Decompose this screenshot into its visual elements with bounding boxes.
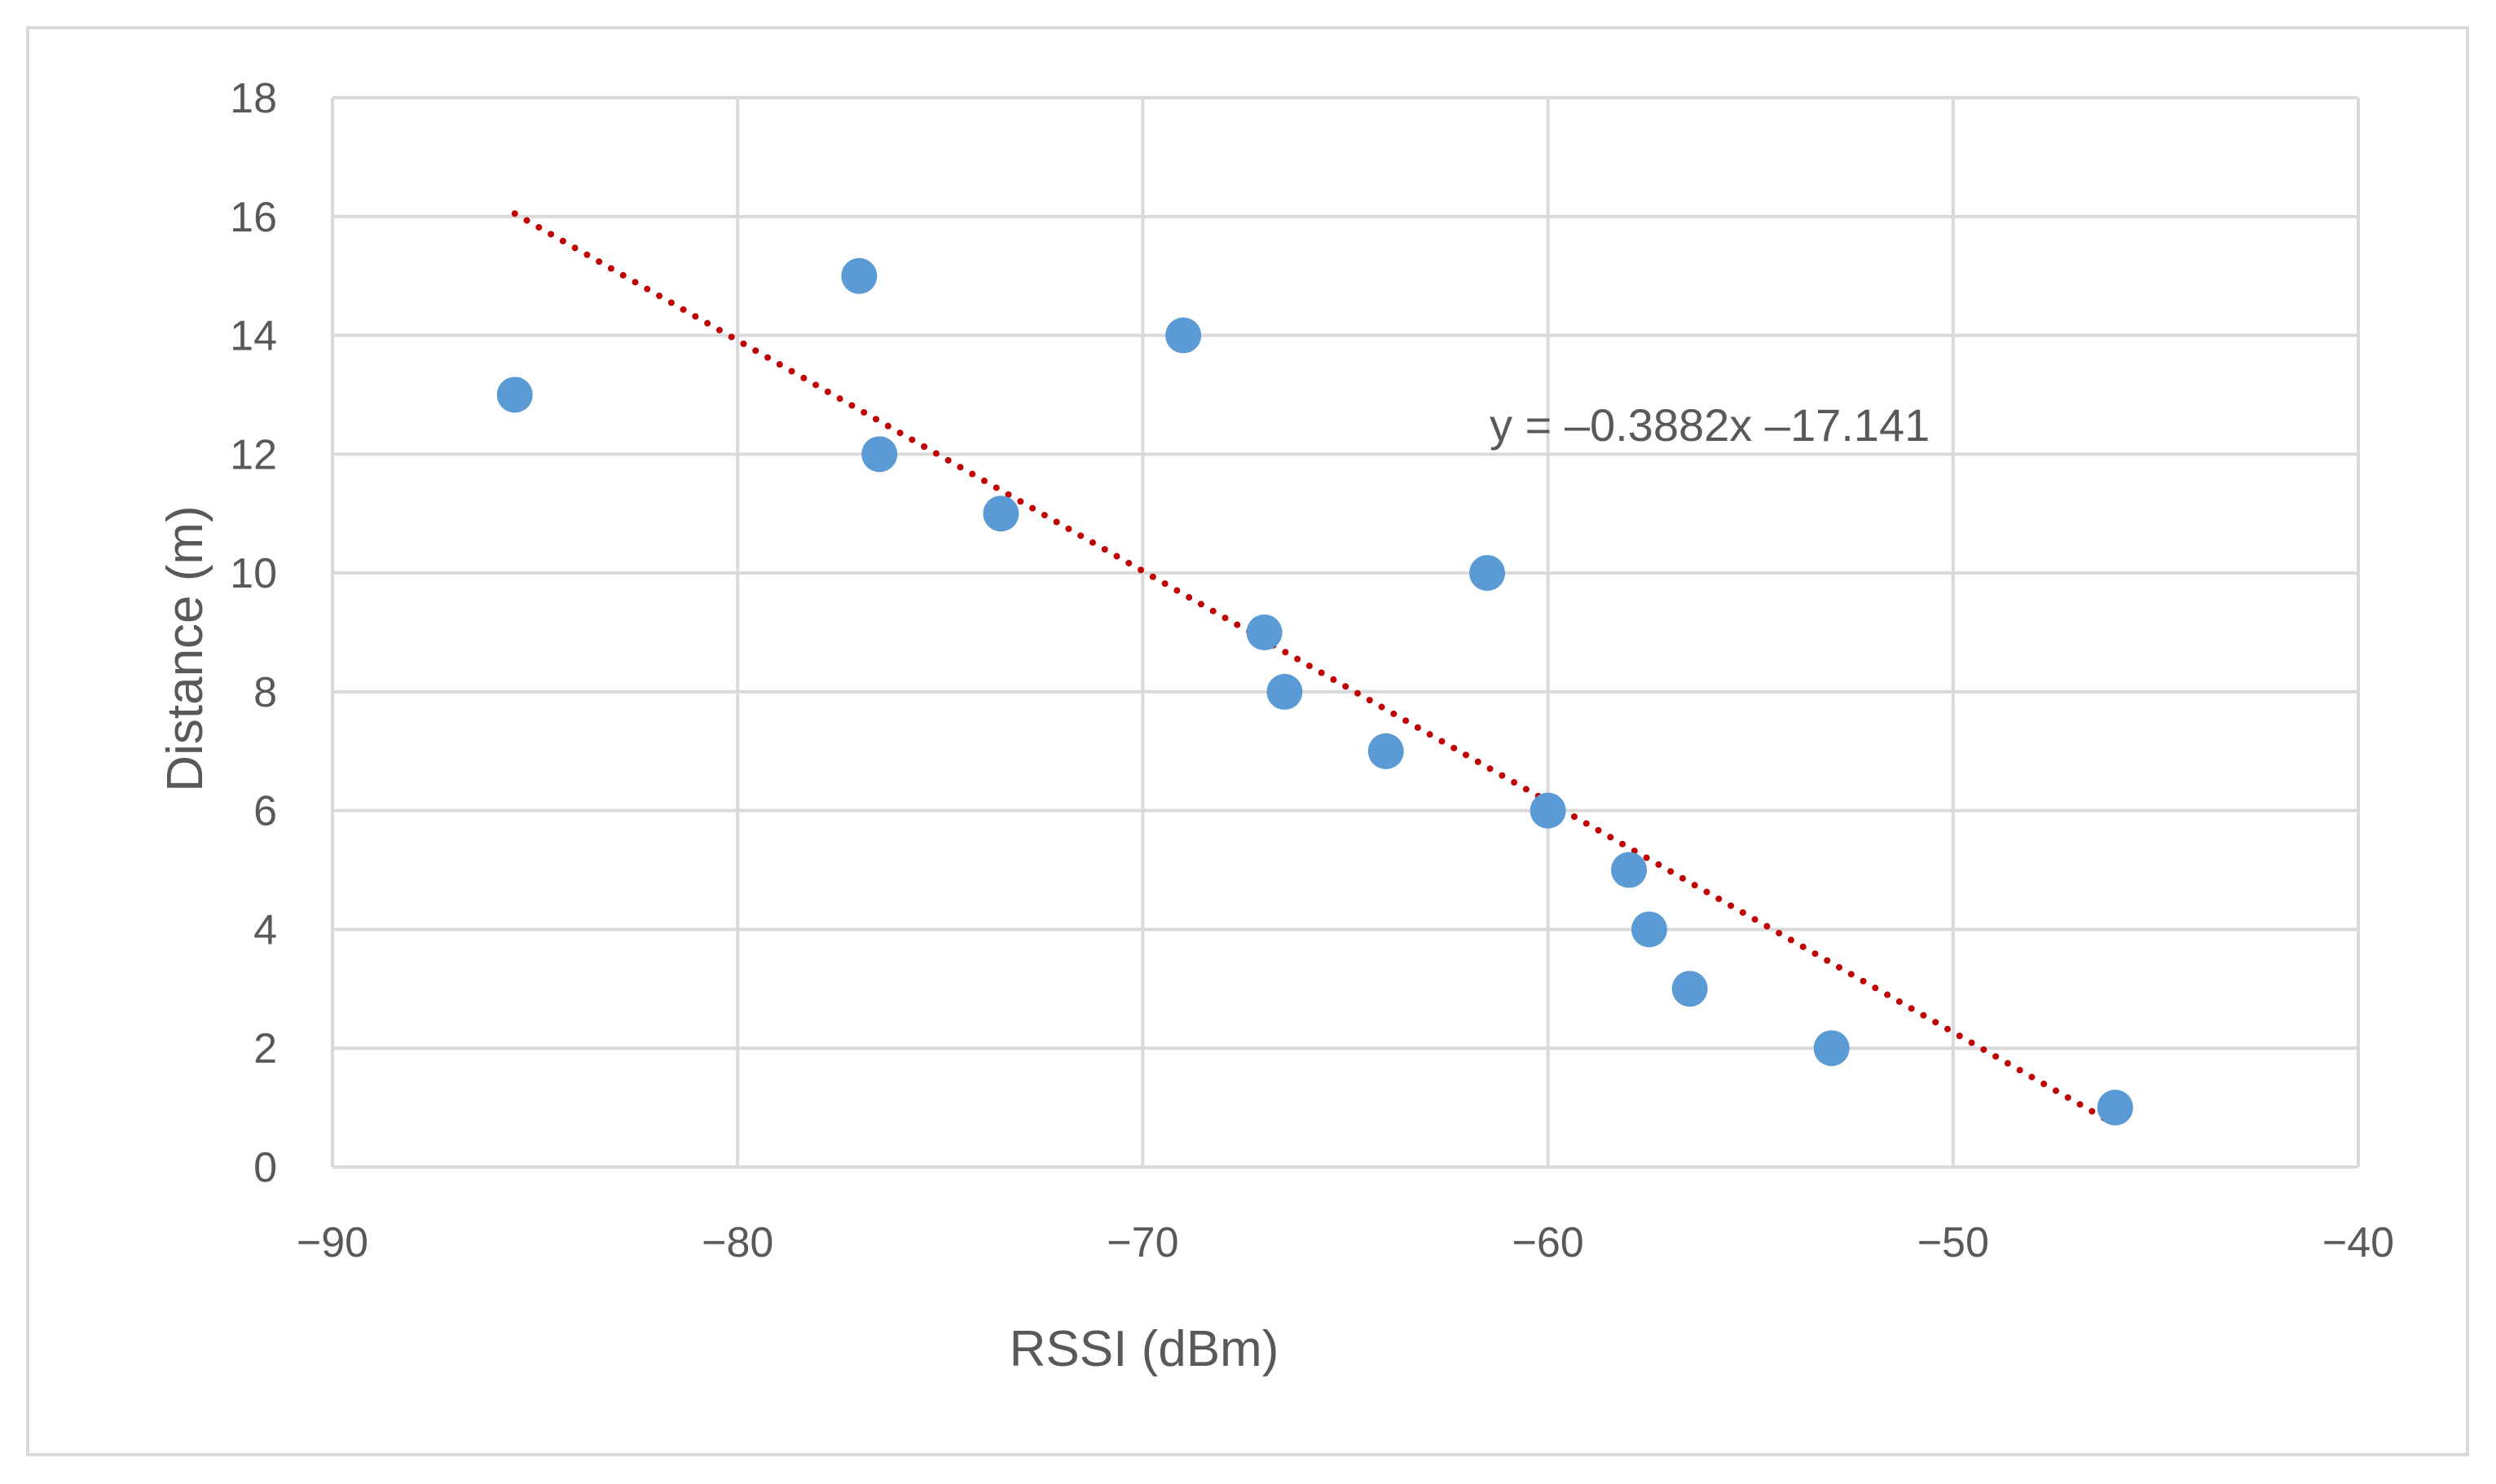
- y-tick-labels: 0 2 4 6 8 10 12 14 16 18: [230, 75, 277, 1191]
- y-axis-title: Distance (m): [157, 505, 214, 791]
- data-point: [1469, 555, 1506, 592]
- data-point: [1813, 1030, 1850, 1067]
- data-point: [1165, 317, 1202, 354]
- data-point: [1266, 673, 1303, 710]
- x-tick-label: −50: [1917, 1219, 1989, 1266]
- data-points: [496, 258, 2133, 1126]
- gridlines: [331, 96, 2360, 1169]
- data-point: [1631, 911, 1667, 948]
- data-point: [2097, 1090, 2133, 1126]
- y-tick-label: 0: [253, 1144, 277, 1191]
- data-point: [1246, 614, 1283, 650]
- y-tick-label: 8: [253, 669, 277, 716]
- x-tick-labels: −90 −80 −70 −60 −50 −40: [297, 1219, 2394, 1266]
- data-point: [1611, 852, 1648, 888]
- data-point: [983, 495, 1019, 532]
- y-tick-label: 18: [230, 75, 277, 122]
- x-axis-title: RSSI (dBm): [1010, 1321, 1279, 1377]
- trendline: [511, 210, 2119, 1128]
- x-tick-label: −60: [1512, 1219, 1583, 1266]
- data-point: [861, 436, 898, 473]
- chart-frame: 0 2 4 6 8 10 12 14 16 18 −90 −80 −70 −60 −50 −40 y = –…: [26, 26, 2469, 1456]
- x-tick-label: −70: [1107, 1219, 1178, 1266]
- data-point: [1367, 733, 1404, 769]
- y-tick-label: 2: [253, 1025, 277, 1072]
- y-tick-label: 16: [230, 194, 277, 241]
- trendline-equation: y = –0.3882x –17.141: [1490, 399, 1930, 451]
- trendline-group: [511, 210, 2119, 1128]
- y-tick-label: 6: [253, 788, 277, 835]
- x-tick-label: −40: [2322, 1219, 2394, 1266]
- x-tick-label: −90: [297, 1219, 368, 1266]
- y-tick-label: 4: [253, 906, 277, 953]
- y-tick-label: 12: [230, 431, 277, 478]
- y-tick-label: 10: [230, 550, 277, 597]
- data-point: [1530, 792, 1566, 829]
- x-tick-label: −80: [702, 1219, 773, 1266]
- scatter-chart: 0 2 4 6 8 10 12 14 16 18 −90 −80 −70 −60 −50 −40 y = –…: [157, 75, 2394, 1377]
- data-point: [1671, 971, 1708, 1007]
- y-tick-label: 14: [230, 313, 277, 360]
- data-point: [496, 377, 533, 413]
- data-point: [841, 258, 878, 294]
